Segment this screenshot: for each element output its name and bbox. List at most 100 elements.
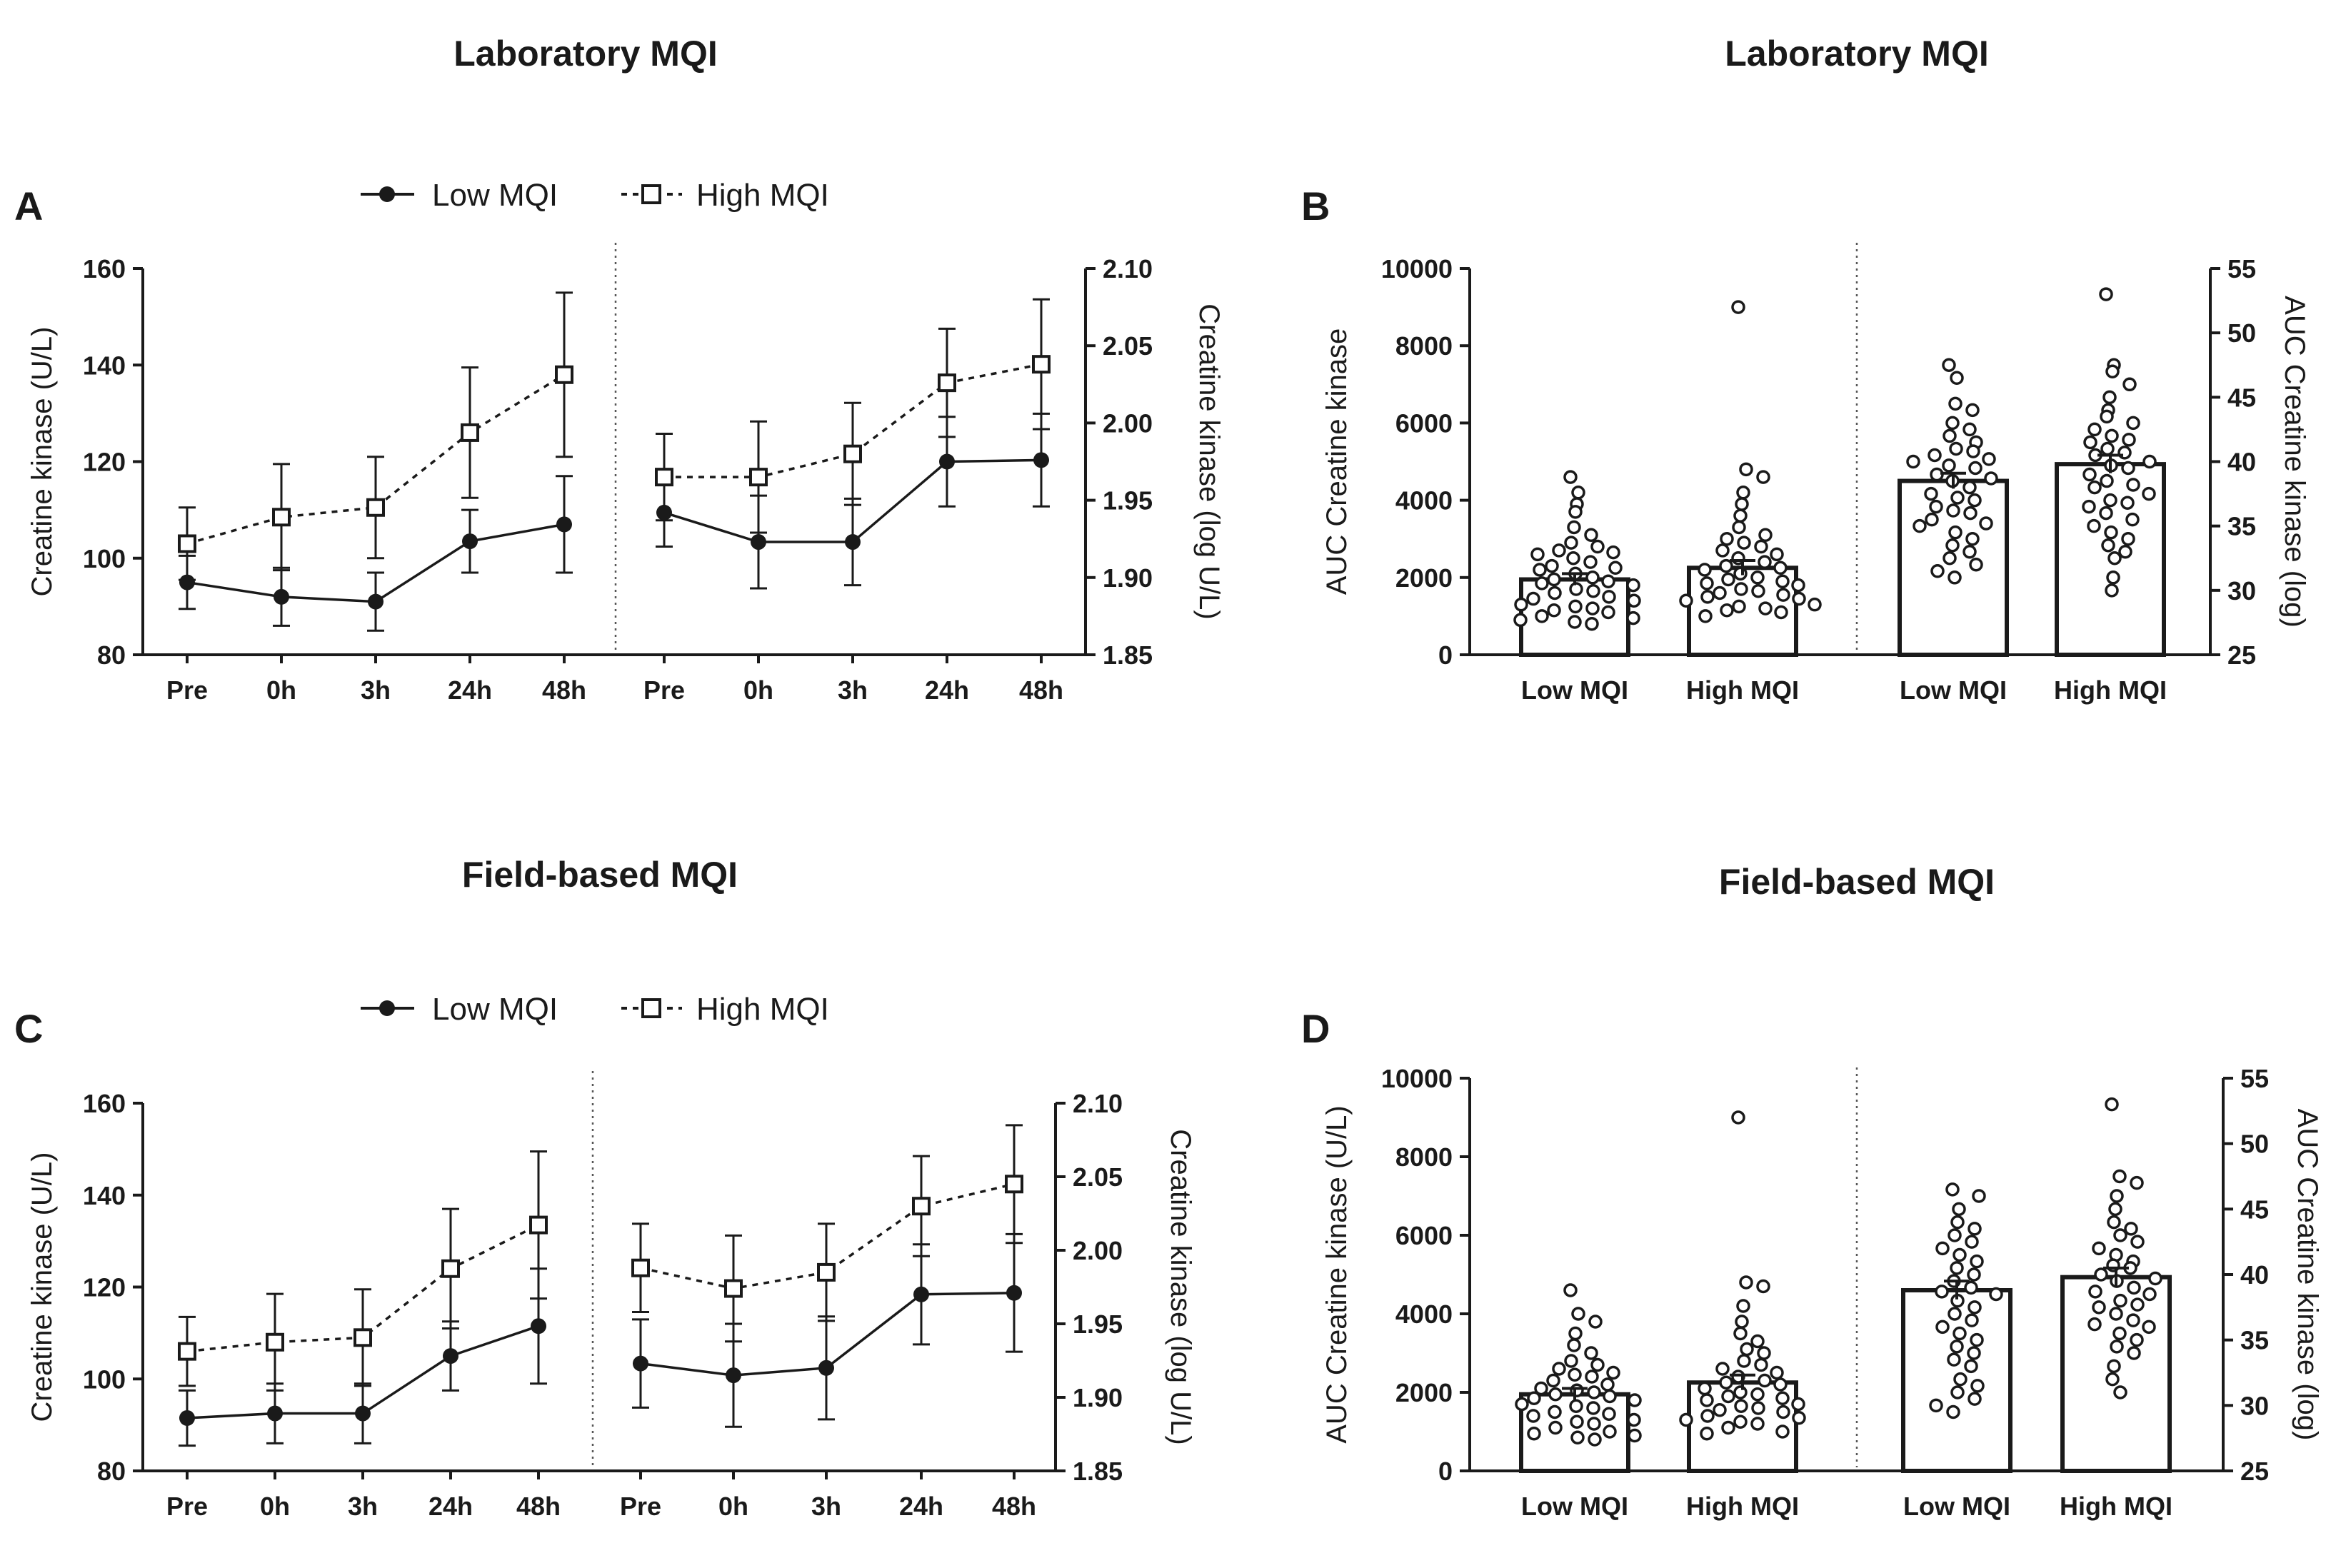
x-tick-label: Pre	[620, 1492, 661, 1521]
scatter-point	[1946, 503, 1960, 518]
scatter-point	[1965, 1313, 1979, 1327]
scatter-point	[1950, 1215, 1965, 1230]
scatter-point	[1967, 1346, 1981, 1360]
scatter-point	[1982, 452, 1996, 466]
scatter-point	[1721, 1389, 1735, 1404]
x-tick-label: Low MQI	[1903, 1492, 2010, 1521]
scatter-point	[1535, 576, 1549, 590]
scatter-point	[1547, 572, 1561, 587]
scatter-point	[2087, 518, 2101, 533]
scatter-point	[1527, 1391, 1541, 1405]
scatter-point	[1967, 1267, 1981, 1282]
data-point-low-mqi	[633, 1355, 648, 1372]
scatter-point	[1751, 1401, 1765, 1415]
y-tick-label-right: 2.10	[1103, 254, 1153, 283]
y-tick-label-left: 100	[83, 1365, 126, 1394]
data-point-low-mqi	[179, 574, 195, 590]
data-point-low-mqi	[179, 1409, 195, 1426]
y-tick-label-right: 1.95	[1073, 1310, 1123, 1339]
data-point-low-mqi	[913, 1286, 929, 1302]
scatter-point	[1590, 1357, 1605, 1372]
y-tick-label-right: 45	[2227, 383, 2256, 412]
x-tick-label: High MQI	[1686, 675, 1799, 705]
y-tick-label-left: 120	[83, 1273, 126, 1302]
y-tick-label-right: 1.90	[1103, 563, 1153, 593]
scatter-point	[1583, 555, 1598, 569]
scatter-point	[1970, 1379, 1985, 1393]
scatter-point	[2122, 377, 2137, 392]
scatter-point	[1948, 396, 1962, 411]
scatter-point	[1627, 1412, 1641, 1427]
scatter-point	[1792, 591, 1806, 606]
scatter-point	[1737, 1354, 1751, 1368]
data-point-low-mqi	[818, 1360, 834, 1376]
y-tick-label-left: 80	[97, 640, 126, 670]
y-tick-label-right: 2.05	[1103, 331, 1153, 361]
scatter-point	[1776, 1404, 1790, 1419]
x-tick-label: 0h	[266, 675, 296, 705]
x-tick-label: 3h	[838, 675, 868, 705]
scatter-point	[1585, 571, 1600, 585]
y-tick-label-right: 1.90	[1073, 1383, 1123, 1412]
y-tick-label-left: 4000	[1395, 486, 1453, 516]
data-point-low-mqi	[1006, 1285, 1022, 1301]
legend-high-label: High MQI	[696, 178, 829, 213]
scatter-point	[1947, 1352, 1961, 1367]
y-tick-label-right: 2.00	[1073, 1236, 1123, 1265]
y-tick-label-left: 140	[83, 351, 126, 380]
data-point-high-mqi	[366, 498, 385, 517]
x-tick-label: 3h	[811, 1492, 841, 1521]
scatter-point	[1967, 1300, 1982, 1315]
scatter-point	[1626, 578, 1640, 593]
scatter-point	[1967, 1392, 1982, 1406]
scatter-point	[1950, 1340, 1964, 1354]
scatter-point	[2126, 478, 2140, 492]
y-tick-label-right: 50	[2240, 1130, 2269, 1159]
scatter-point	[1791, 1397, 1805, 1412]
scatter-point	[1731, 300, 1745, 314]
chart-panel-d: 0 2000 4000 6000 8000 10000 25 30 35 40 45 50 55 AUC …	[1321, 1064, 2323, 1521]
legend-high-marker	[641, 998, 661, 1018]
scatter-point	[2130, 1235, 2145, 1249]
y-tick-label-right: 55	[2240, 1064, 2269, 1093]
scatter-point	[1548, 1404, 1562, 1419]
x-tick-label: Low MQI	[1521, 1492, 1628, 1521]
scatter-point	[1567, 520, 1581, 535]
scatter-point	[1970, 1254, 1984, 1269]
scatter-point	[2127, 1346, 2141, 1360]
scatter-point	[1731, 1110, 1745, 1125]
scatter-point	[1972, 1189, 1986, 1203]
scatter-point	[1526, 1409, 1540, 1423]
legend-low-label: Low MQI	[432, 992, 558, 1027]
scatter-point	[1950, 371, 1964, 386]
scatter-point	[2126, 416, 2140, 431]
scatter-point	[2142, 454, 2157, 469]
data-point-low-mqi	[556, 516, 572, 533]
x-tick-label: 24h	[428, 1492, 473, 1521]
scatter-point	[2105, 583, 2119, 598]
y-tick-label-right: 2.00	[1103, 408, 1153, 438]
scatter-point	[2083, 435, 2097, 450]
panel-label-d: D	[1301, 1006, 1330, 1051]
scatter-point	[1770, 1365, 1784, 1380]
scatter-point	[1700, 1427, 1714, 1441]
y-tick-label-left: 80	[97, 1457, 126, 1486]
scatter-point	[2130, 1297, 2145, 1312]
y-tick-label-left: 8000	[1395, 1142, 1453, 1172]
scatter-point	[2088, 1285, 2102, 1299]
scatter-point	[2107, 1359, 2121, 1374]
scatter-point	[1967, 1222, 1982, 1236]
y-axis-label-right: Creatine kinase (log U/L)	[1165, 1129, 1196, 1444]
scatter-point	[1627, 593, 1641, 608]
scatter-point	[1552, 1362, 1566, 1376]
scatter-point	[1965, 403, 1980, 418]
scatter-point	[1735, 497, 1749, 511]
scatter-point	[1700, 590, 1715, 604]
scatter-point	[2142, 1287, 2157, 1302]
data-point-high-mqi	[938, 373, 956, 393]
scatter-point	[1962, 422, 1977, 437]
scatter-point	[1628, 1393, 1642, 1407]
scatter-point	[2130, 1332, 2144, 1347]
y-tick-label-left: 140	[83, 1181, 126, 1210]
scatter-point	[2125, 512, 2140, 527]
